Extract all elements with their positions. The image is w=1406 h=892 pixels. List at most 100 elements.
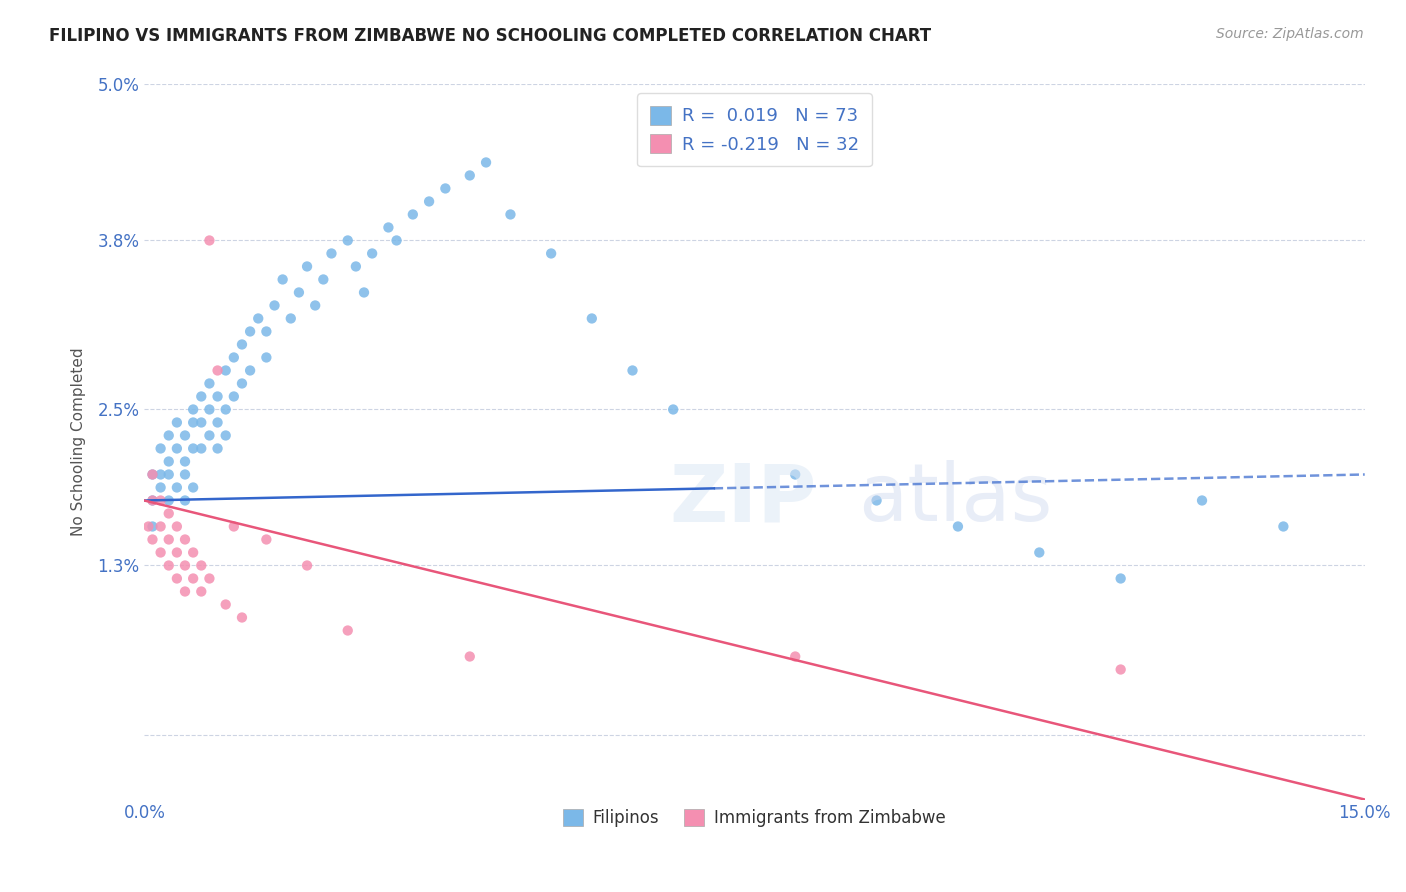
Text: atlas: atlas: [858, 460, 1053, 538]
Point: [207, 442, 229, 456]
Point: [157, 467, 180, 482]
Point: [174, 493, 197, 508]
Point: [190, 416, 212, 430]
Point: [190, 558, 212, 573]
Text: Source: ZipAtlas.com: Source: ZipAtlas.com: [1216, 27, 1364, 41]
Point: [222, 351, 245, 365]
Point: [288, 285, 311, 300]
Point: [166, 519, 188, 533]
Point: [141, 467, 163, 482]
Point: [166, 442, 188, 456]
Point: [181, 481, 204, 495]
Legend: Filipinos, Immigrants from Zimbabwe: Filipinos, Immigrants from Zimbabwe: [557, 803, 953, 834]
Point: [157, 428, 180, 442]
Point: [174, 454, 197, 468]
Point: [190, 389, 212, 403]
Point: [215, 598, 238, 612]
Point: [344, 260, 367, 274]
Point: [198, 428, 221, 442]
Point: [239, 363, 262, 377]
Point: [271, 272, 294, 286]
Point: [458, 649, 481, 664]
Point: [181, 416, 204, 430]
Point: [581, 311, 603, 326]
Point: [263, 298, 285, 312]
Point: [215, 402, 238, 417]
Point: [662, 402, 685, 417]
Point: [1191, 493, 1213, 508]
Point: [157, 454, 180, 468]
Point: [174, 558, 197, 573]
Point: [198, 402, 221, 417]
Point: [190, 584, 212, 599]
Point: [321, 246, 343, 260]
Point: [215, 363, 238, 377]
Point: [946, 519, 969, 533]
Point: [149, 493, 172, 508]
Point: [785, 467, 807, 482]
Point: [377, 220, 399, 235]
Point: [198, 572, 221, 586]
Point: [865, 493, 887, 508]
Point: [157, 493, 180, 508]
Point: [231, 610, 253, 624]
Point: [207, 389, 229, 403]
Point: [785, 649, 807, 664]
Point: [434, 181, 457, 195]
Point: [231, 337, 253, 351]
Point: [304, 298, 326, 312]
Point: [336, 624, 359, 638]
Point: [402, 207, 425, 221]
Text: ZIP: ZIP: [669, 460, 817, 538]
Point: [149, 467, 172, 482]
Point: [181, 545, 204, 559]
Point: [174, 533, 197, 547]
Point: [174, 467, 197, 482]
Point: [475, 155, 498, 169]
Point: [141, 533, 163, 547]
Text: FILIPINO VS IMMIGRANTS FROM ZIMBABWE NO SCHOOLING COMPLETED CORRELATION CHART: FILIPINO VS IMMIGRANTS FROM ZIMBABWE NO …: [49, 27, 931, 45]
Point: [1109, 663, 1132, 677]
Point: [174, 584, 197, 599]
Point: [157, 558, 180, 573]
Point: [190, 442, 212, 456]
Point: [149, 442, 172, 456]
Point: [1028, 545, 1050, 559]
Point: [222, 519, 245, 533]
Point: [198, 376, 221, 391]
Point: [181, 572, 204, 586]
Point: [157, 507, 180, 521]
Point: [499, 207, 522, 221]
Point: [138, 519, 160, 533]
Point: [198, 234, 221, 248]
Point: [207, 363, 229, 377]
Point: [149, 481, 172, 495]
Point: [336, 234, 359, 248]
Point: [540, 246, 562, 260]
Point: [149, 545, 172, 559]
Point: [166, 481, 188, 495]
Point: [254, 533, 277, 547]
Point: [141, 493, 163, 508]
Y-axis label: No Schooling Completed: No Schooling Completed: [72, 348, 86, 536]
Point: [254, 325, 277, 339]
Point: [141, 519, 163, 533]
Point: [295, 260, 318, 274]
Point: [361, 246, 384, 260]
Point: [215, 428, 238, 442]
Point: [254, 351, 277, 365]
Point: [231, 376, 253, 391]
Point: [239, 325, 262, 339]
Point: [1272, 519, 1295, 533]
Point: [458, 169, 481, 183]
Point: [247, 311, 270, 326]
Point: [141, 493, 163, 508]
Point: [312, 272, 335, 286]
Point: [181, 402, 204, 417]
Point: [295, 558, 318, 573]
Point: [149, 519, 172, 533]
Point: [166, 572, 188, 586]
Point: [621, 363, 644, 377]
Point: [181, 442, 204, 456]
Point: [157, 533, 180, 547]
